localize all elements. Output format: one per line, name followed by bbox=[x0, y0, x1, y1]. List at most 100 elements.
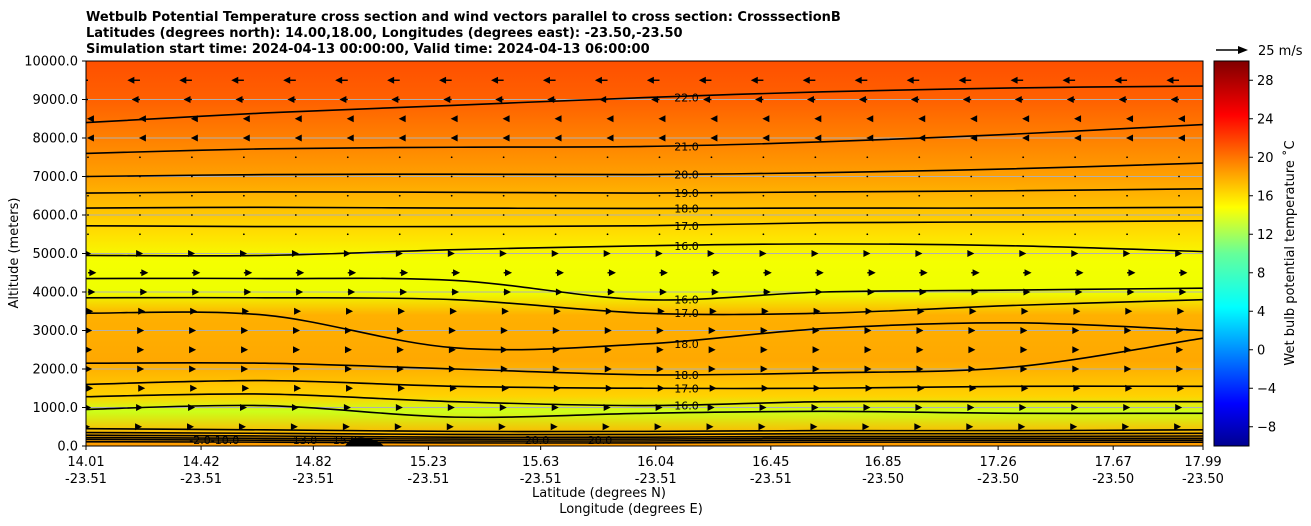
wind-vector bbox=[864, 365, 872, 373]
wind-vector bbox=[448, 346, 456, 354]
contour-line bbox=[86, 438, 1203, 442]
wind-vector bbox=[179, 76, 192, 84]
wind-vector bbox=[759, 250, 767, 257]
wind-vector-head bbox=[916, 327, 924, 334]
wind-vector-head bbox=[660, 269, 668, 277]
wind-vector bbox=[1072, 327, 1080, 334]
wind-vector-head bbox=[554, 134, 562, 142]
wind-vector bbox=[242, 175, 245, 178]
wind-vector-head bbox=[294, 134, 302, 142]
wind-vector-head bbox=[1072, 365, 1080, 373]
wind-vector bbox=[443, 96, 452, 103]
wind-vector-head bbox=[1066, 96, 1074, 103]
title-line-3: Simulation start time: 2024-04-13 00:00:… bbox=[86, 42, 650, 57]
wind-vector-head bbox=[764, 269, 772, 277]
wind-vector bbox=[139, 233, 141, 236]
wind-vector bbox=[190, 134, 198, 142]
wind-vector bbox=[451, 269, 461, 277]
wind-vector bbox=[190, 307, 198, 315]
wind-vector-head bbox=[141, 269, 149, 277]
wind-vector bbox=[1114, 76, 1128, 84]
wind-vector-head bbox=[552, 346, 560, 354]
wind-vector bbox=[500, 365, 508, 373]
wind-vector-head bbox=[599, 96, 607, 103]
wind-vector-head bbox=[241, 346, 249, 354]
colorbar-tick-label: 0 bbox=[1257, 343, 1265, 358]
wind-vector-head bbox=[137, 365, 145, 373]
y-axis-label: Altitude (meters) bbox=[7, 198, 22, 309]
wind-vector bbox=[346, 384, 354, 392]
wind-vector bbox=[604, 346, 612, 354]
wind-vector-head bbox=[450, 134, 458, 142]
wind-vector bbox=[339, 96, 348, 103]
wind-vector-head bbox=[916, 346, 924, 354]
wind-vector bbox=[235, 96, 244, 103]
wind-vector-head bbox=[915, 250, 923, 257]
wind-vector bbox=[906, 76, 920, 84]
wind-vector-head bbox=[972, 269, 980, 277]
wind-vector-head bbox=[754, 96, 762, 103]
wind-vector-head bbox=[706, 423, 714, 431]
wind-vector bbox=[500, 346, 508, 354]
wind-vector bbox=[86, 384, 94, 392]
wind-vector bbox=[918, 233, 921, 236]
wind-vector-head bbox=[346, 307, 354, 315]
wind-vector bbox=[867, 269, 876, 277]
wind-vector bbox=[655, 404, 663, 411]
wind-vector-head bbox=[918, 115, 926, 123]
wind-vector-head bbox=[500, 346, 508, 354]
wind-vector-head bbox=[916, 365, 924, 373]
wind-vector-head bbox=[291, 250, 299, 257]
wind-vector-head bbox=[814, 115, 822, 123]
wind-vector bbox=[1175, 404, 1183, 411]
wind-vector bbox=[866, 214, 869, 216]
wind-vector-head bbox=[242, 384, 250, 392]
wind-vector-head bbox=[866, 134, 874, 142]
wind-vector bbox=[810, 423, 818, 431]
contour-label: 17.0 bbox=[674, 382, 699, 395]
wind-vector bbox=[395, 404, 403, 411]
wind-vector bbox=[710, 115, 718, 123]
wind-vector-head bbox=[863, 404, 871, 411]
wind-vector bbox=[967, 250, 975, 257]
wind-vector-head bbox=[920, 269, 928, 277]
wind-vector bbox=[658, 115, 666, 123]
wind-vector bbox=[761, 307, 769, 315]
wind-vector-head bbox=[1122, 423, 1130, 431]
wind-vector-head bbox=[241, 365, 249, 373]
wind-vector-head bbox=[1024, 269, 1032, 277]
wind-vector bbox=[606, 233, 609, 236]
wind-vector bbox=[499, 250, 507, 257]
wind-vector-head bbox=[189, 327, 197, 334]
colorbar-tick-label: 20 bbox=[1257, 151, 1274, 166]
wind-vector-head bbox=[138, 307, 146, 315]
wind-vector bbox=[294, 307, 302, 315]
x-tick-label-lon: -23.51 bbox=[750, 472, 792, 487]
wind-vector bbox=[283, 76, 296, 84]
wind-vector-head bbox=[555, 288, 563, 296]
wind-vector-head bbox=[293, 346, 301, 354]
y-tick-label: 1000.0 bbox=[33, 401, 79, 416]
y-tick-label: 5000.0 bbox=[33, 247, 79, 262]
wind-vector bbox=[86, 365, 93, 373]
wind-vector bbox=[137, 346, 145, 354]
wind-vector-head bbox=[854, 76, 862, 84]
wind-vector bbox=[811, 250, 819, 257]
wind-vector-head bbox=[552, 327, 560, 334]
wind-vector bbox=[294, 214, 297, 216]
wind-vector-head bbox=[1075, 288, 1083, 296]
wind-vector bbox=[866, 134, 874, 142]
wind-vector bbox=[1124, 365, 1132, 373]
wind-vector-head bbox=[452, 288, 460, 296]
wind-vector-head bbox=[594, 76, 602, 84]
wind-vector-head bbox=[1019, 404, 1027, 411]
wind-vector bbox=[1176, 327, 1184, 334]
wind-vector bbox=[346, 194, 349, 197]
y-tick-label: 10000.0 bbox=[24, 55, 78, 70]
wind-vector-head bbox=[190, 384, 198, 392]
y-tick-label: 9000.0 bbox=[33, 93, 79, 108]
quiver-key: 25 m/s bbox=[1216, 44, 1303, 59]
wind-vector bbox=[190, 384, 198, 392]
wind-vector-head bbox=[335, 76, 343, 84]
wind-vector bbox=[1022, 115, 1030, 123]
